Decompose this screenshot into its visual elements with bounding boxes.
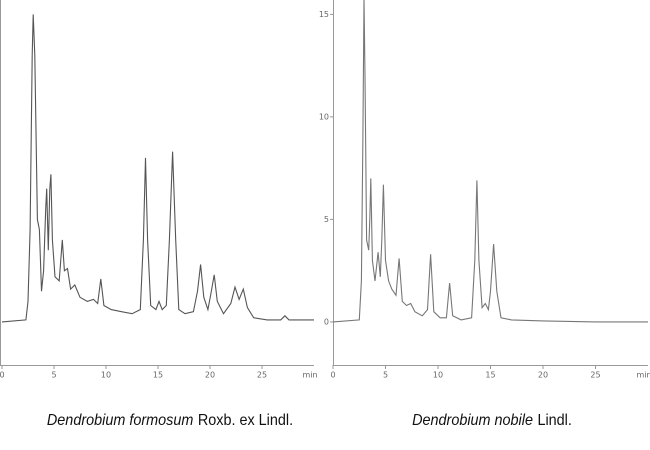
y-tick-label: 10 xyxy=(319,112,329,121)
x-tick-label: 5 xyxy=(51,371,56,380)
x-tick-label: 10 xyxy=(101,371,111,380)
y-tick-label: 0 xyxy=(324,317,329,326)
x-tick-label: 25 xyxy=(590,371,600,380)
chromatogram-line xyxy=(333,0,648,323)
caption-authority: Roxb. ex Lindl. xyxy=(198,411,293,429)
x-tick-label: 0 xyxy=(0,371,5,380)
x-unit-label: min xyxy=(636,371,650,380)
caption-authority: Lindl. xyxy=(537,411,571,429)
caption: Dendrobium formosum Roxb. ex Lindl. xyxy=(47,411,293,429)
x-tick-label: 10 xyxy=(433,371,443,380)
x-tick-label: 25 xyxy=(257,371,267,380)
plot xyxy=(333,0,648,323)
x-tick-label: 5 xyxy=(383,371,388,380)
x-tick-label: 20 xyxy=(538,371,548,380)
caption: Dendrobium nobile Lindl. xyxy=(412,411,572,429)
x-tick-label: 15 xyxy=(485,371,495,380)
chromatogram-line xyxy=(1,14,314,323)
caption-species: Dendrobium formosum xyxy=(47,411,193,429)
y-tick-label: 15 xyxy=(319,10,329,19)
x-unit-label: min xyxy=(302,371,317,380)
caption-species: Dendrobium nobile xyxy=(412,411,533,429)
x-tick-label: 20 xyxy=(205,371,215,380)
x-tick-label: 15 xyxy=(153,371,163,380)
y-tick-label: 5 xyxy=(324,215,329,224)
x-tick-label: 0 xyxy=(330,371,335,380)
plot xyxy=(1,14,314,323)
